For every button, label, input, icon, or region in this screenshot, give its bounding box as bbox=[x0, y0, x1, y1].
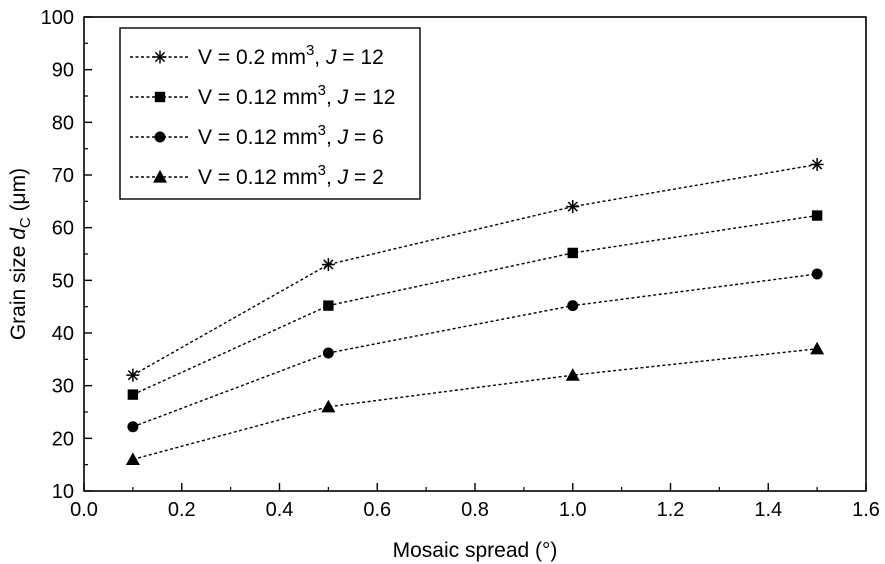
y-tick-label: 60 bbox=[52, 218, 74, 240]
marker-square bbox=[127, 389, 139, 400]
y-tick-label: 10 bbox=[52, 481, 74, 503]
series-line bbox=[132, 348, 818, 461]
y-tick-label: 50 bbox=[52, 270, 74, 292]
marker-triangle bbox=[153, 170, 167, 183]
marker-circle bbox=[127, 421, 139, 433]
x-tick-label: 0.8 bbox=[461, 499, 489, 521]
marker-asterisk bbox=[321, 258, 335, 272]
x-tick-label: 0.2 bbox=[168, 499, 196, 521]
y-tick-label: 100 bbox=[41, 7, 74, 29]
x-tick-label: 1.4 bbox=[754, 499, 782, 521]
marker-circle bbox=[322, 347, 334, 359]
legend-label: V = 0.12 mm3, J = 12 bbox=[198, 82, 395, 109]
marker-asterisk bbox=[810, 157, 824, 171]
marker-asterisk bbox=[153, 50, 167, 64]
legend-label: V = 0.2 mm3, J = 12 bbox=[198, 42, 384, 69]
y-axis-label-subscript: C bbox=[17, 217, 34, 228]
series-line bbox=[132, 163, 818, 376]
marker-triangle bbox=[565, 368, 580, 381]
marker-circle bbox=[811, 268, 823, 280]
y-axis-label: Grain size dC (μm) bbox=[7, 168, 34, 340]
series-circle bbox=[127, 268, 823, 433]
x-axis-label: Mosaic spread (°) bbox=[393, 539, 558, 562]
y-tick-label: 80 bbox=[52, 112, 74, 134]
marker-square bbox=[811, 210, 823, 221]
legend-item-square: V = 0.12 mm3, J = 12 bbox=[130, 82, 395, 109]
marker-circle bbox=[154, 131, 166, 143]
x-tick-label: 1.0 bbox=[559, 499, 587, 521]
marker-triangle bbox=[810, 341, 825, 355]
marker-asterisk bbox=[126, 368, 140, 382]
legend-label: V = 0.12 mm3, J = 2 bbox=[198, 162, 384, 189]
legend: V = 0.2 mm3, J = 12 V = 0.12 mm3, J = 12 V… bbox=[119, 27, 421, 200]
x-tick-label: 1.6 bbox=[852, 499, 880, 521]
marker-circle bbox=[567, 300, 579, 312]
legend-label: V = 0.12 mm3, J = 6 bbox=[198, 122, 384, 149]
series-line bbox=[132, 273, 818, 428]
marker-square bbox=[154, 91, 166, 103]
series-asterisk bbox=[126, 157, 824, 382]
marker-asterisk bbox=[566, 200, 580, 214]
x-tick-label: 0.6 bbox=[363, 499, 391, 521]
legend-item-asterisk: V = 0.2 mm3, J = 12 bbox=[130, 42, 384, 69]
y-axis-label-suffix: (μm) bbox=[7, 168, 30, 217]
marker-triangle bbox=[321, 399, 336, 413]
marker-triangle bbox=[125, 452, 140, 465]
x-tick-label: 0.4 bbox=[266, 499, 294, 521]
y-axis-label-prefix: Grain size bbox=[7, 240, 30, 340]
y-tick-label: 30 bbox=[52, 376, 74, 398]
series-square bbox=[127, 210, 823, 400]
marker-square bbox=[323, 300, 334, 311]
marker-square bbox=[567, 247, 578, 259]
y-tick-label: 90 bbox=[52, 60, 74, 82]
y-axis-label-symbol: d bbox=[7, 227, 30, 240]
series-line bbox=[132, 214, 818, 396]
y-tick-label: 70 bbox=[52, 165, 74, 187]
plot-area bbox=[125, 157, 825, 465]
series-triangle bbox=[125, 341, 825, 465]
y-tick-label: 40 bbox=[52, 323, 74, 345]
axis-ticks: 0.0 0.2 0.4 0.6 0.8 1.0 1.2 1.4 1.6 10 20 30 40 50 60 7… bbox=[41, 7, 880, 521]
legend-item-circle: V = 0.12 mm3, J = 6 bbox=[130, 122, 384, 149]
x-tick-label: 1.2 bbox=[657, 499, 685, 521]
legend-item-triangle: V = 0.12 mm3, J = 2 bbox=[130, 162, 384, 189]
x-tick-label: 0.0 bbox=[70, 499, 98, 521]
y-tick-label: 20 bbox=[52, 428, 74, 450]
